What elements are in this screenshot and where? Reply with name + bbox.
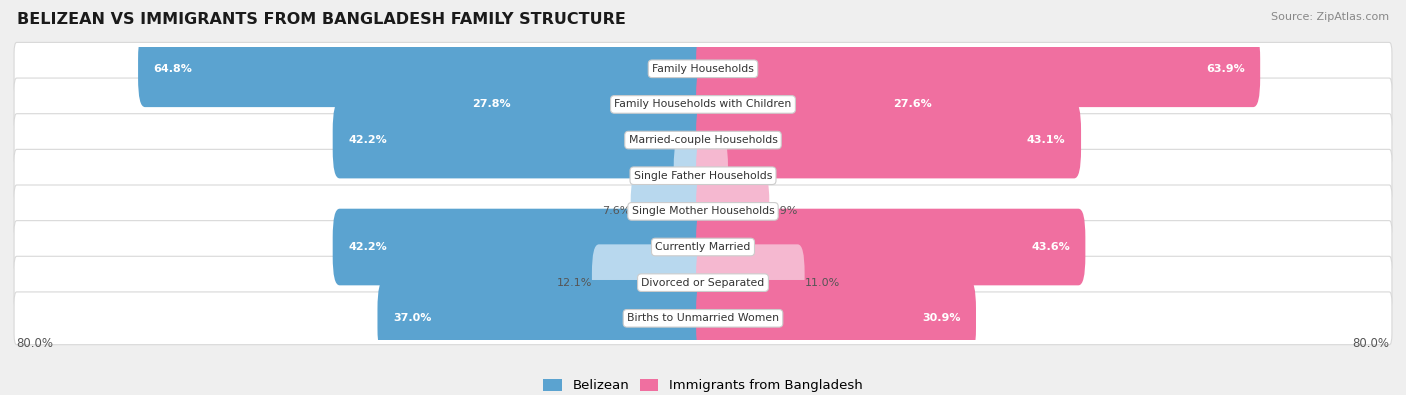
Text: 12.1%: 12.1% bbox=[557, 278, 592, 288]
FancyBboxPatch shape bbox=[14, 185, 1392, 238]
Text: 27.6%: 27.6% bbox=[893, 100, 932, 109]
Text: Family Households: Family Households bbox=[652, 64, 754, 74]
Text: Currently Married: Currently Married bbox=[655, 242, 751, 252]
FancyBboxPatch shape bbox=[14, 292, 1392, 345]
Text: Married-couple Households: Married-couple Households bbox=[628, 135, 778, 145]
FancyBboxPatch shape bbox=[14, 221, 1392, 273]
Text: Family Households with Children: Family Households with Children bbox=[614, 100, 792, 109]
FancyBboxPatch shape bbox=[696, 102, 1081, 179]
Text: Single Mother Households: Single Mother Households bbox=[631, 206, 775, 216]
FancyBboxPatch shape bbox=[333, 102, 710, 179]
FancyBboxPatch shape bbox=[696, 173, 769, 250]
FancyBboxPatch shape bbox=[14, 114, 1392, 166]
FancyBboxPatch shape bbox=[631, 173, 710, 250]
FancyBboxPatch shape bbox=[14, 42, 1392, 95]
Text: BELIZEAN VS IMMIGRANTS FROM BANGLADESH FAMILY STRUCTURE: BELIZEAN VS IMMIGRANTS FROM BANGLADESH F… bbox=[17, 12, 626, 27]
FancyBboxPatch shape bbox=[696, 209, 1085, 285]
Text: 30.9%: 30.9% bbox=[922, 313, 960, 324]
FancyBboxPatch shape bbox=[138, 30, 710, 107]
Text: 2.1%: 2.1% bbox=[728, 171, 756, 181]
Text: Births to Unmarried Women: Births to Unmarried Women bbox=[627, 313, 779, 324]
Text: 6.9%: 6.9% bbox=[769, 206, 797, 216]
FancyBboxPatch shape bbox=[377, 280, 710, 357]
Text: 37.0%: 37.0% bbox=[392, 313, 432, 324]
FancyBboxPatch shape bbox=[14, 78, 1392, 131]
Text: 2.6%: 2.6% bbox=[645, 171, 673, 181]
Text: 80.0%: 80.0% bbox=[1353, 337, 1389, 350]
Text: 42.2%: 42.2% bbox=[349, 135, 387, 145]
Text: 27.8%: 27.8% bbox=[472, 100, 510, 109]
FancyBboxPatch shape bbox=[696, 30, 1260, 107]
Text: 80.0%: 80.0% bbox=[17, 337, 53, 350]
FancyBboxPatch shape bbox=[696, 66, 948, 143]
Text: Single Father Households: Single Father Households bbox=[634, 171, 772, 181]
FancyBboxPatch shape bbox=[333, 209, 710, 285]
Text: 43.1%: 43.1% bbox=[1026, 135, 1066, 145]
Legend: Belizean, Immigrants from Bangladesh: Belizean, Immigrants from Bangladesh bbox=[538, 373, 868, 395]
FancyBboxPatch shape bbox=[696, 280, 976, 357]
Text: 42.2%: 42.2% bbox=[349, 242, 387, 252]
Text: 11.0%: 11.0% bbox=[804, 278, 839, 288]
Text: 43.6%: 43.6% bbox=[1031, 242, 1070, 252]
Text: 63.9%: 63.9% bbox=[1206, 64, 1244, 74]
FancyBboxPatch shape bbox=[14, 149, 1392, 202]
FancyBboxPatch shape bbox=[457, 66, 710, 143]
FancyBboxPatch shape bbox=[696, 245, 804, 321]
Text: Source: ZipAtlas.com: Source: ZipAtlas.com bbox=[1271, 12, 1389, 22]
Text: 7.6%: 7.6% bbox=[602, 206, 631, 216]
FancyBboxPatch shape bbox=[592, 245, 710, 321]
FancyBboxPatch shape bbox=[696, 137, 728, 214]
Text: Divorced or Separated: Divorced or Separated bbox=[641, 278, 765, 288]
FancyBboxPatch shape bbox=[673, 137, 710, 214]
Text: 64.8%: 64.8% bbox=[153, 64, 193, 74]
FancyBboxPatch shape bbox=[14, 256, 1392, 309]
